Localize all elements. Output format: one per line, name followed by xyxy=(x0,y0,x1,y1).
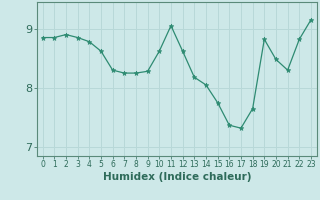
X-axis label: Humidex (Indice chaleur): Humidex (Indice chaleur) xyxy=(102,172,251,182)
